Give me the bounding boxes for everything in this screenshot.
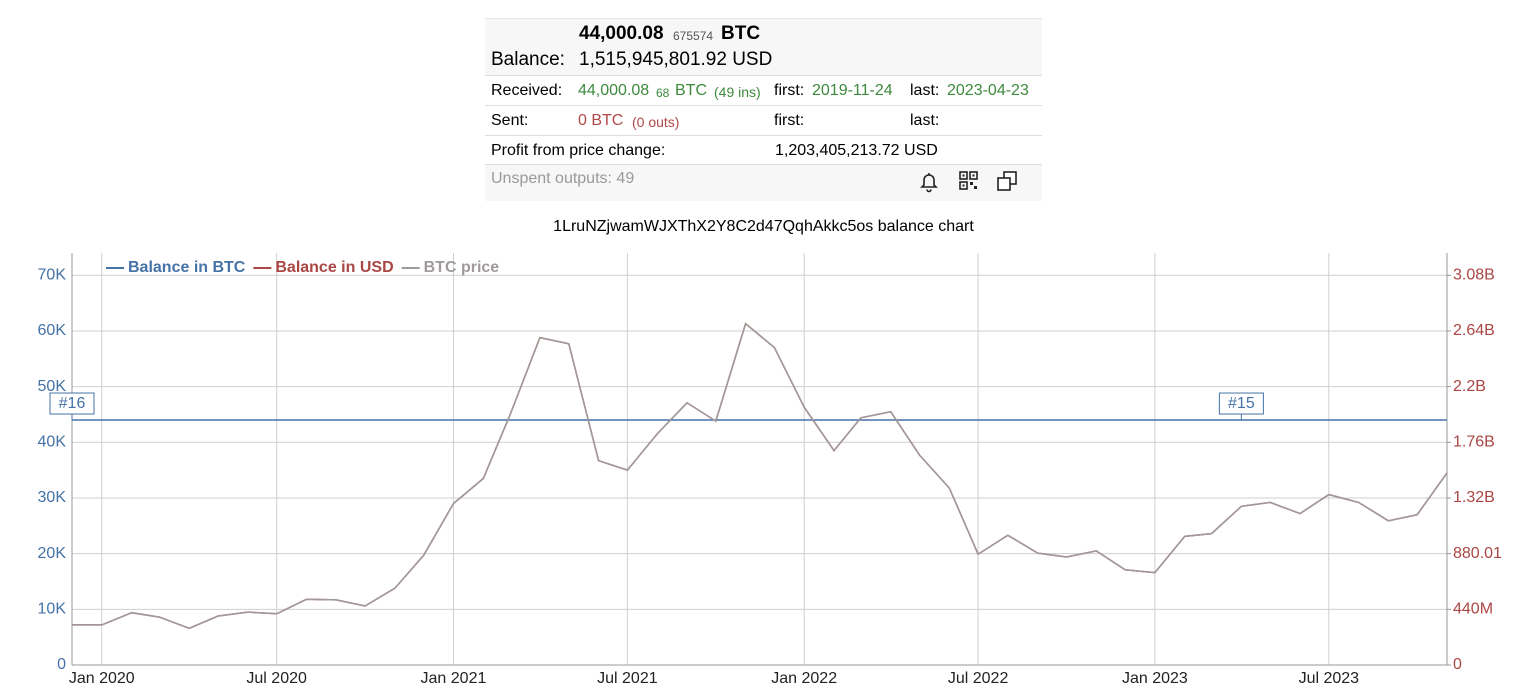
y2-tick-label: 880.01 — [1453, 545, 1502, 562]
y2-tick-label: 1.76B — [1453, 434, 1495, 451]
y2-tick-label: 0 — [1453, 656, 1462, 673]
label: Sent: — [491, 112, 529, 129]
annotation: #15 — [1228, 395, 1255, 412]
last-label: last: — [910, 82, 940, 99]
series-line — [72, 322, 1448, 630]
annotation-box — [49, 392, 95, 415]
amount: 0 BTC — [578, 112, 624, 129]
x-tick-label: Jul 2020 — [246, 670, 307, 687]
y-tick-label: 30K — [38, 489, 67, 506]
legend-label: BTC price — [424, 259, 500, 276]
x-tick-label: Jan 2021 — [421, 670, 487, 687]
y-tick-label: 0 — [57, 656, 66, 673]
qr-icon[interactable] — [959, 171, 978, 190]
x-tick-label: Jul 2022 — [948, 670, 1009, 687]
y2-tick-label: 440M — [1453, 601, 1493, 618]
unit: BTC — [675, 82, 707, 99]
x-tick-label: Jan 2020 — [69, 670, 135, 687]
y-tick-label: 40K — [38, 434, 67, 451]
icons — [920, 171, 1017, 193]
chart-title: 1LruNZjwamWJXThX2Y8C2d47QqhAkkc5os balan… — [553, 218, 974, 235]
header-row: 44,000.08 675574 BTC Balance: 1,515,945,… — [485, 18, 1042, 76]
profit-row: Profit from price change: 1,203,405,213.… — [485, 135, 1042, 165]
unspent-row: Unspent outputs: 49 — [485, 164, 1042, 201]
y-tick-label: 10K — [38, 601, 67, 618]
amount-small: 68 — [656, 86, 670, 100]
btc-main: 44,000.08 — [579, 23, 664, 44]
sent-row: Sent: 0 BTC (0 outs) first: last: — [485, 105, 1042, 136]
value: 1,203,405,213.72 USD — [775, 142, 938, 159]
count: (0 outs) — [632, 114, 680, 130]
y-tick-label: 60K — [38, 322, 67, 339]
annotation-box — [1218, 392, 1264, 415]
balance-label: Balance: — [491, 49, 565, 70]
copy-icon[interactable] — [997, 171, 1017, 191]
balance-usd: 1,515,945,801.92 USD — [579, 49, 773, 70]
label: Received: — [491, 82, 563, 99]
received-row: Received: 44,000.08 68 BTC (49 ins) firs… — [485, 75, 1042, 106]
y2-tick-label: 3.08B — [1453, 266, 1495, 283]
y2-tick-label: 2.64B — [1453, 322, 1495, 339]
y2-tick-label: 2.2B — [1453, 378, 1486, 395]
y-tick-label: 50K — [38, 378, 67, 395]
last: 2023-04-23 — [947, 82, 1029, 99]
legend-label: Balance in BTC — [128, 259, 246, 276]
x-tick-label: Jul 2021 — [597, 670, 658, 687]
x-tick-label: Jul 2023 — [1299, 670, 1360, 687]
amount: 44,000.08 — [578, 82, 650, 99]
label: Unspent outputs: 49 — [491, 170, 635, 187]
y2-tick-label: 1.32B — [1453, 489, 1495, 506]
first: 2019-11-24 — [812, 82, 893, 99]
label: Profit from price change: — [491, 142, 666, 159]
count: (49 ins) — [714, 84, 761, 100]
btc-small: 675574 — [673, 29, 714, 43]
series-line — [72, 322, 1448, 630]
legend-label: Balance in USD — [275, 259, 393, 276]
bell-icon[interactable] — [920, 173, 938, 193]
y-tick-label: 20K — [38, 545, 67, 562]
y-tick-label: 70K — [38, 266, 67, 283]
btc-unit: BTC — [721, 23, 761, 44]
annotation: #16 — [59, 395, 86, 412]
x-tick-label: Jan 2022 — [771, 670, 837, 687]
address-summary: 44,000.08 675574 BTC Balance: 1,515,945,… — [485, 18, 1042, 201]
first-label: first: — [774, 82, 805, 99]
last-label: last: — [910, 112, 940, 129]
x-tick-label: Jan 2023 — [1122, 670, 1188, 687]
first-label: first: — [774, 112, 805, 129]
